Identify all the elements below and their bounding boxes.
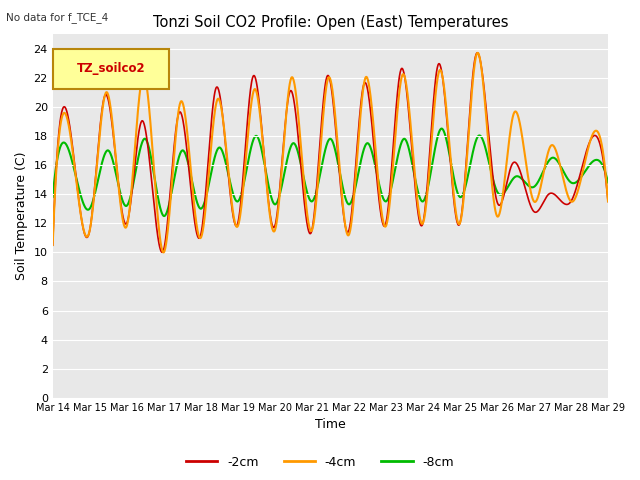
- Y-axis label: Soil Temperature (C): Soil Temperature (C): [15, 152, 28, 280]
- X-axis label: Time: Time: [315, 419, 346, 432]
- Text: No data for f_TCE_4: No data for f_TCE_4: [6, 12, 109, 23]
- Title: Tonzi Soil CO2 Profile: Open (East) Temperatures: Tonzi Soil CO2 Profile: Open (East) Temp…: [152, 15, 508, 30]
- FancyBboxPatch shape: [52, 48, 170, 88]
- Legend: -2cm, -4cm, -8cm: -2cm, -4cm, -8cm: [181, 451, 459, 474]
- Text: TZ_soilco2: TZ_soilco2: [77, 62, 145, 75]
